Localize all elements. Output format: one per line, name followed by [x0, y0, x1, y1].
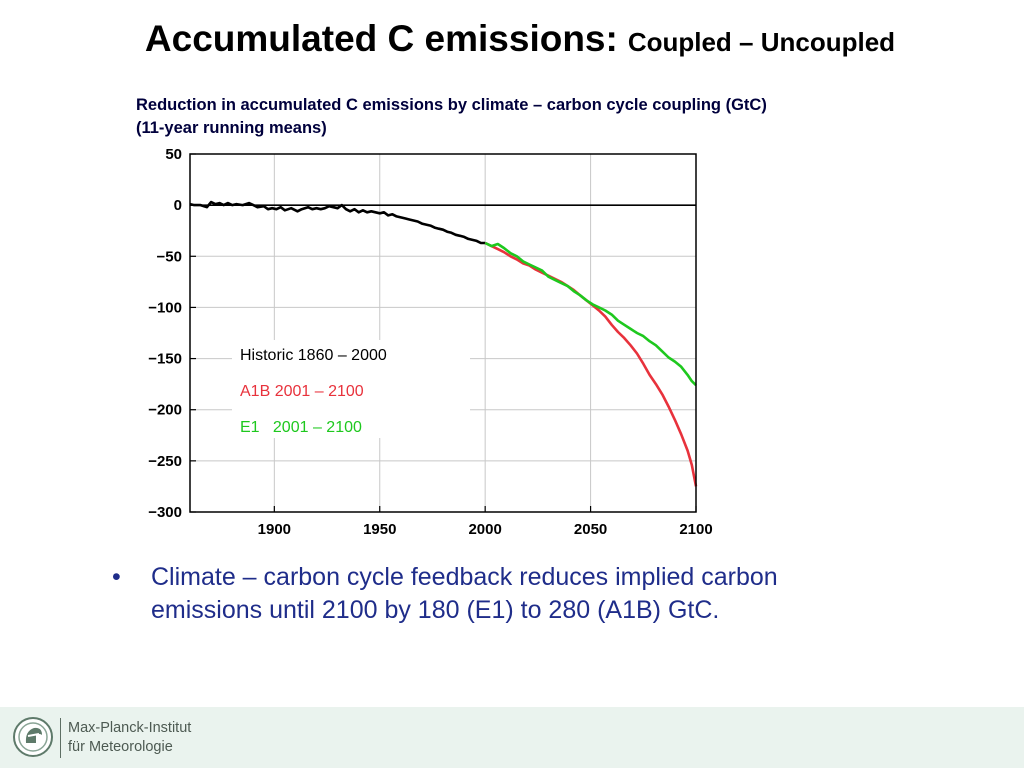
bullet-point: • Climate – carbon cycle feedback reduce…: [112, 561, 912, 627]
bullet-text-line-2: emissions until 2100 by 180 (E1) to 280 …: [151, 596, 720, 624]
y-tick-label: 50: [165, 146, 182, 163]
accumulated-emissions-chart: 1900 1950 2000 2050 2100 50 0 −50 −100 −150 −200 −2…: [148, 146, 712, 538]
series-line-2: [484, 241, 697, 387]
footer-divider: [60, 718, 61, 758]
slide-title: Accumulated C emissions: Coupled – Uncoup…: [0, 18, 1024, 60]
y-tick-label: −50: [157, 248, 182, 265]
institute-name-line-1: Max-Planck-Institut: [68, 720, 192, 736]
chart-caption-line-2: (11-year running means): [136, 119, 327, 137]
legend-label-1: A1B 2001 – 2100: [240, 383, 364, 400]
footer-bar: Max-Planck-Institut für Meteorologie: [0, 707, 1024, 768]
bullet-text: Climate – carbon cycle feedback reduces …: [151, 561, 912, 627]
legend-label-2: E1 2001 – 2100: [240, 419, 362, 436]
mpg-minerva-logo-icon: [13, 717, 53, 757]
legend-box: [232, 340, 470, 438]
institute-name-line-2: für Meteorologie: [68, 739, 173, 755]
x-tick-label: 2050: [574, 521, 607, 538]
y-tick-label: −200: [148, 402, 182, 419]
bullet-marker: •: [112, 563, 121, 591]
x-tick-label: 2100: [679, 521, 712, 538]
slide-title-main: Accumulated C emissions:: [144, 18, 618, 59]
chart-caption: Reduction in accumulated C emissions by …: [136, 94, 936, 140]
y-tick-label: −100: [148, 299, 182, 316]
y-tick-label: −300: [148, 504, 182, 521]
chart-caption-line-1: Reduction in accumulated C emissions by …: [136, 96, 767, 114]
y-tick-label: −250: [148, 453, 182, 470]
x-tick-label: 1950: [363, 521, 396, 538]
institute-name: Max-Planck-Institut für Meteorologie: [68, 719, 191, 757]
x-tick-label: 1900: [258, 521, 291, 538]
slide-title-sub: Coupled – Uncoupled: [627, 27, 896, 57]
plot-frame: [189, 153, 697, 513]
y-tick-label: 0: [174, 197, 182, 214]
legend-label-0: Historic 1860 – 2000: [240, 347, 387, 364]
y-tick-label: −150: [148, 351, 182, 368]
x-tick-label: 2000: [468, 521, 501, 538]
bullet-text-line-1: Climate – carbon cycle feedback reduces …: [151, 563, 778, 591]
series-line-0: [189, 200, 486, 245]
